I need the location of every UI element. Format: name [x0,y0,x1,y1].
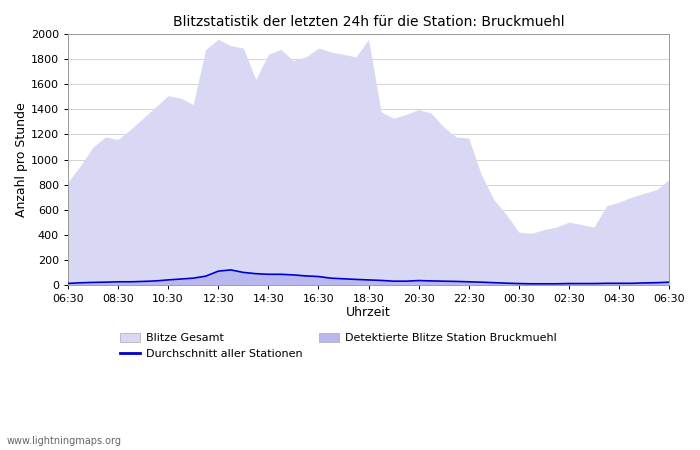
Title: Blitzstatistik der letzten 24h für die Station: Bruckmuehl: Blitzstatistik der letzten 24h für die S… [173,15,564,29]
Text: www.lightningmaps.org: www.lightningmaps.org [7,436,122,446]
Y-axis label: Anzahl pro Stunde: Anzahl pro Stunde [15,102,28,217]
X-axis label: Uhrzeit: Uhrzeit [346,306,391,320]
Legend: Blitze Gesamt, Durchschnitt aller Stationen, Detektierte Blitze Station Bruckmue: Blitze Gesamt, Durchschnitt aller Statio… [120,333,556,359]
